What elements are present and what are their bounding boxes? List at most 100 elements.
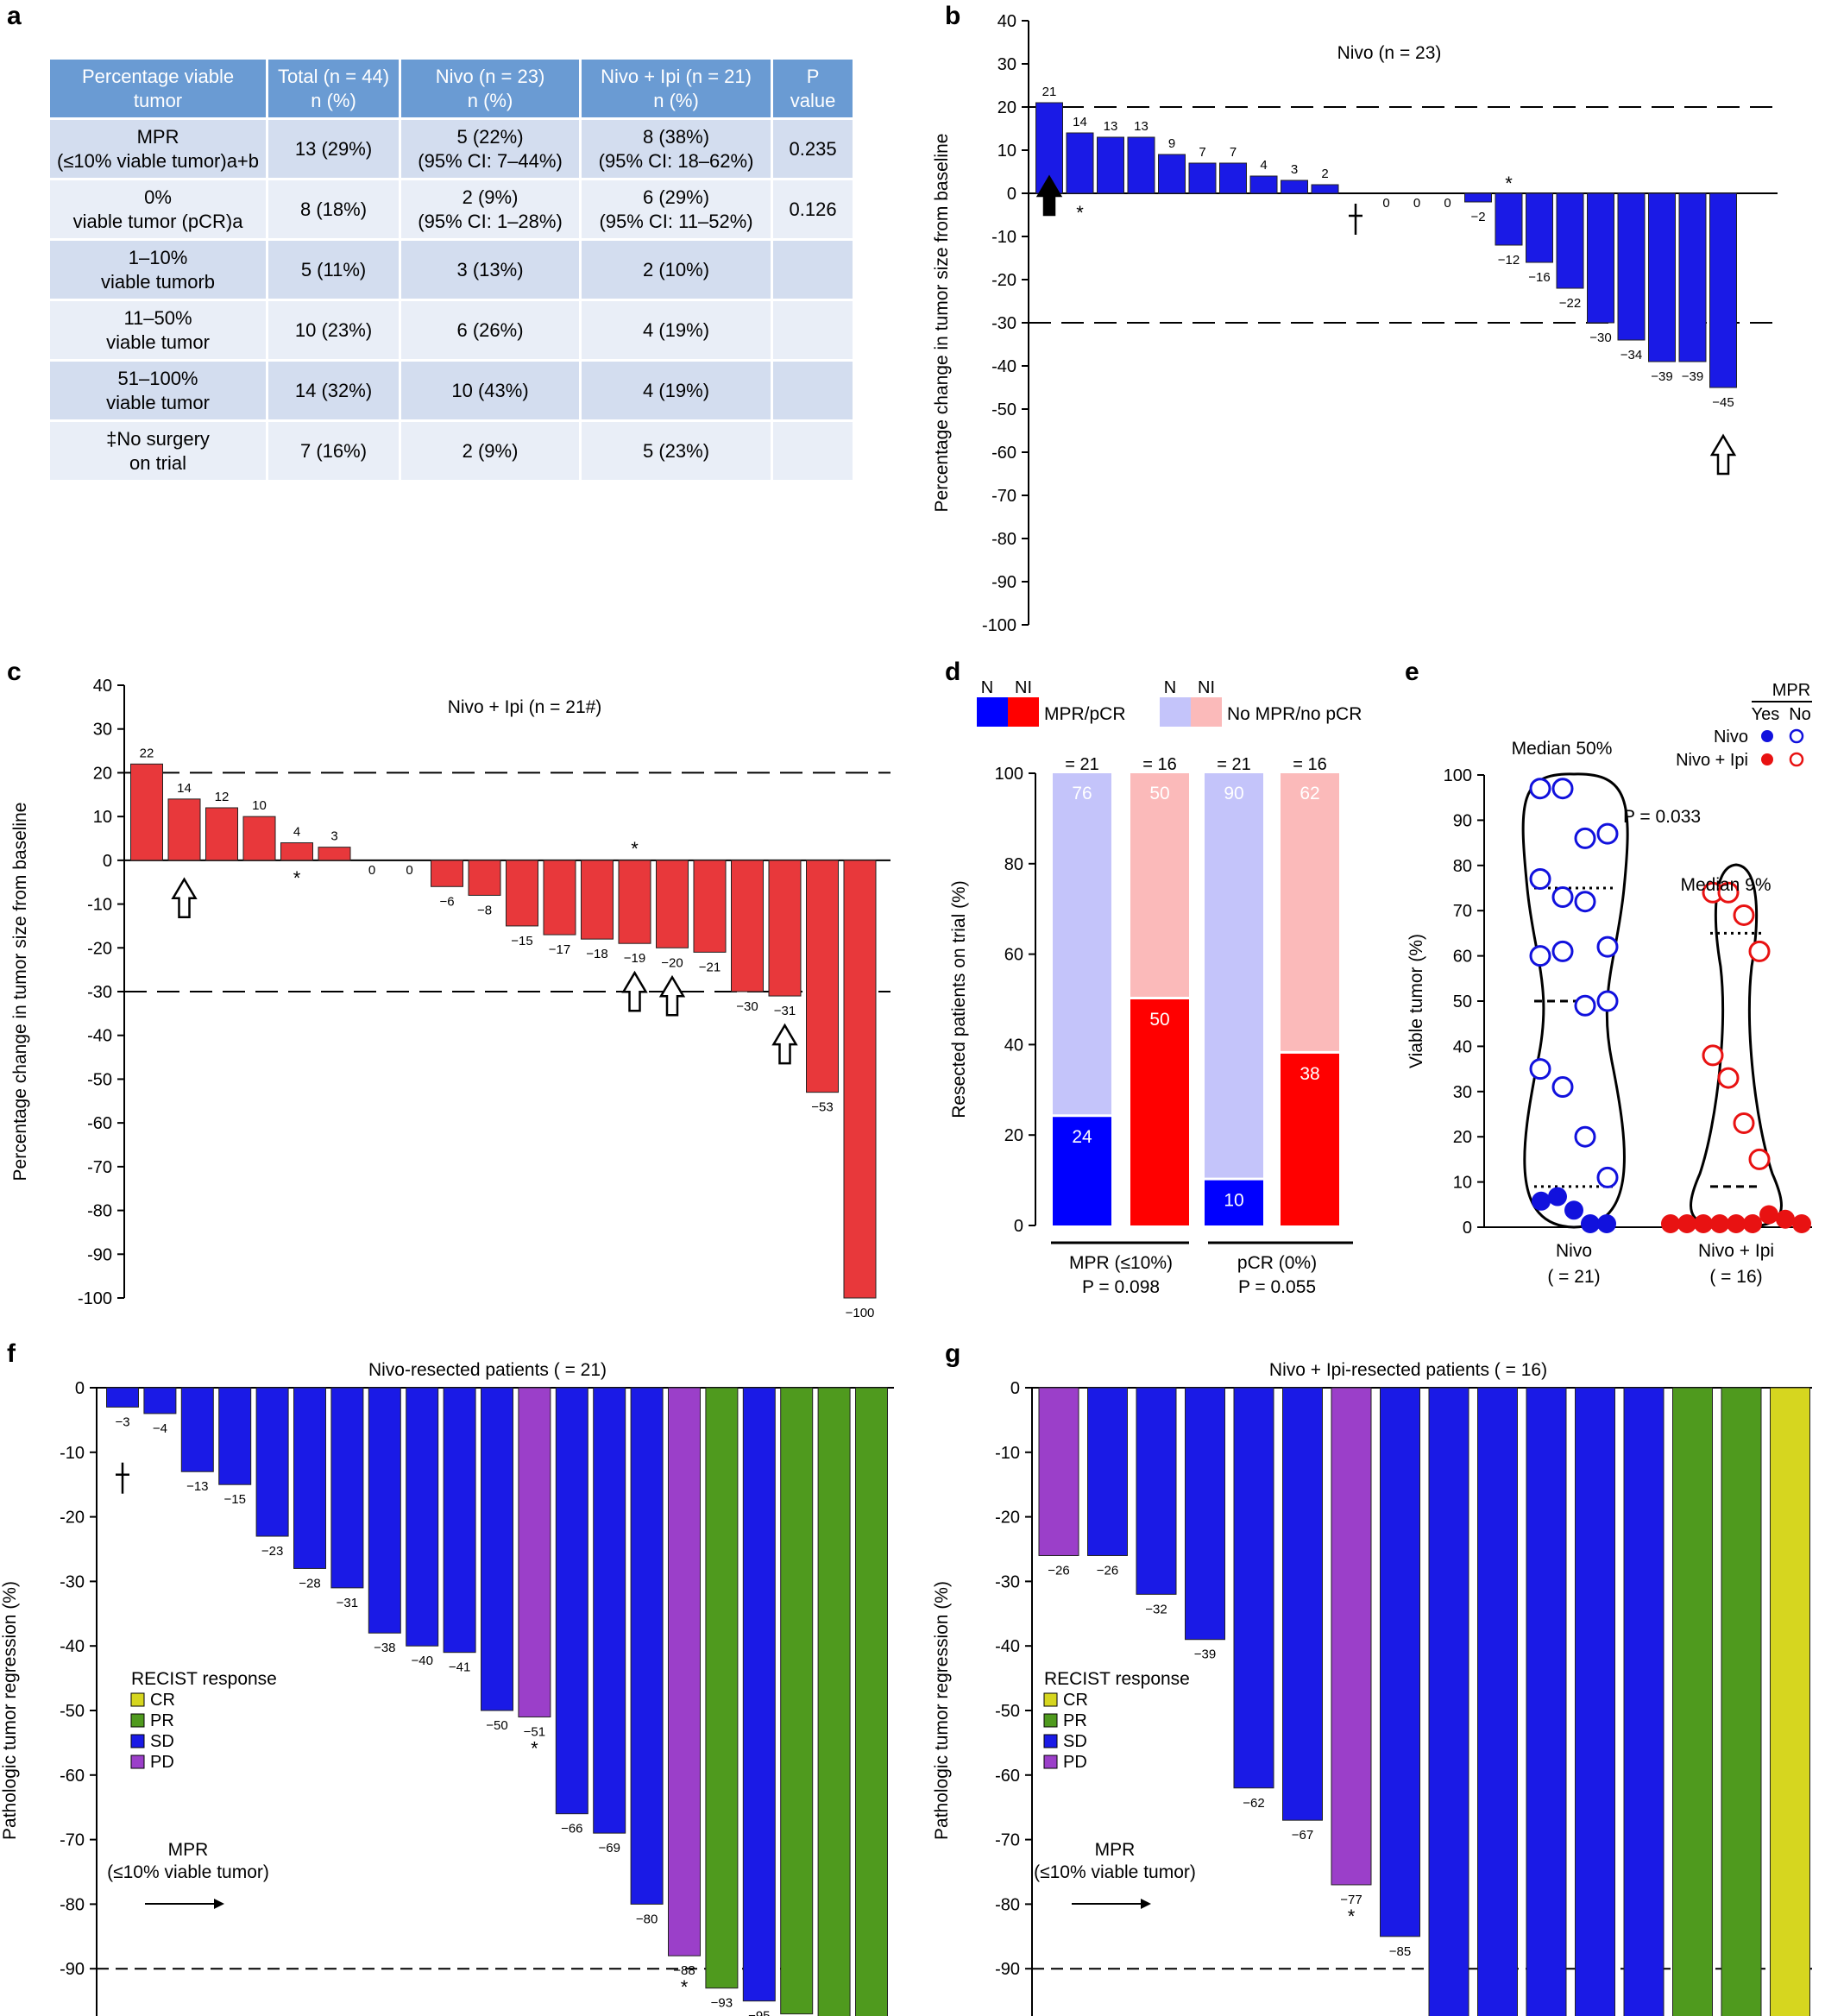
bar-value-label: 21 [1042,85,1057,99]
group-n-label: ( = 16) [1709,1267,1762,1287]
table-cell: 8 (18%) [268,180,400,238]
y-tick-label: 20 [1453,1128,1472,1147]
bar [1038,1387,1079,1556]
asterisk-marker: * [293,867,301,889]
bar-value-label: −39 [1194,1647,1216,1662]
table-header-cell: Percentage viable tumor [50,60,267,117]
bar [293,1387,326,1569]
data-point-open [1733,904,1755,926]
data-point-open [1717,881,1740,904]
bar [1623,1387,1665,2016]
bar-value-label: −67 [1292,1828,1313,1843]
legend-label: PD [150,1753,174,1772]
arrow-up-open-icon [658,974,686,1017]
legend-swatch [130,1755,145,1769]
bar [593,1387,626,1834]
group-pvalue: P = 0.098 [1082,1277,1160,1297]
y-tick-label: -50 [87,1070,112,1089]
legend-label: NI [1015,678,1032,697]
bar-value-label: −66 [561,1822,582,1836]
bar [1428,1387,1469,2016]
y-tick-label: 10 [93,808,112,827]
y-tick-label: 0 [1014,1217,1023,1236]
bar-value-label: −19 [624,951,645,966]
data-point-filled [1710,1214,1729,1233]
panel-letter-a: a [7,2,22,30]
y-tick-label: -10 [991,228,1016,247]
bar-value-label: 0 [1413,196,1420,211]
bar [630,1387,664,1905]
median-label: Median 50% [1512,739,1613,759]
bar [368,1387,401,1634]
y-tick-label: 0 [103,852,112,871]
bar [1233,1387,1274,1789]
bar [468,860,501,896]
bar [180,1387,214,1472]
y-tick-label: -70 [87,1158,112,1177]
mpr-summary-table: Percentage viable tumor Total (n = 44) n (… [47,57,855,482]
data-point-filled [1564,1200,1583,1220]
y-tick-label: -80 [995,1895,1020,1914]
bar [1158,154,1186,194]
data-point-filled [1548,1187,1567,1206]
table-cell: 6 (26%) [401,301,580,359]
legend-title: MPR [1772,681,1810,700]
table-row: 0% viable tumor (pCR)a 8 (18%) 2 (9%) (95% C… [50,180,853,238]
bar [106,1387,139,1408]
bar-value-label: −39 [1682,369,1703,384]
bar-value-label: −34 [1620,348,1642,362]
y-tick-label: 30 [93,721,112,740]
bar-value-label: −50 [486,1718,507,1733]
bar [1709,192,1737,388]
y-tick-label: 30 [997,55,1016,74]
segment-value-label: 62 [1300,784,1319,803]
bar-value-label: −21 [699,960,721,974]
mpr-label: MPR [1095,1840,1136,1860]
bar [431,860,463,887]
bar-value-label: 4 [293,825,300,840]
bar [1495,192,1523,246]
y-tick-label: -40 [87,1027,112,1046]
table-cell: 3 (13%) [401,241,580,299]
bar-value-label: 4 [1260,158,1267,173]
table-cell: 1–10% viable tumorb [50,241,267,299]
mpr-arrow-head [1141,1899,1151,1909]
bar-n-label: = 21 [1217,755,1250,774]
bar-value-label: −40 [411,1654,432,1668]
data-point-filled [1677,1214,1696,1233]
y-tick-label: -70 [991,487,1016,506]
bar [481,1387,513,1711]
bar-value-label: −53 [811,1100,833,1115]
bar-value-label: −26 [1097,1563,1118,1578]
bar-value-label: −26 [1048,1563,1069,1578]
bar [656,860,689,948]
table-cell: 13 (29%) [268,120,400,178]
legend-label: PR [150,1711,174,1730]
panel-letter-g: g [945,1339,961,1368]
bar [130,763,163,861]
bar [1311,184,1339,194]
legend-label: SD [150,1732,174,1751]
y-axis-label: Percentage change in tumor size from bas… [10,803,30,1181]
stacked-bar-segment-high [1281,773,1339,1051]
y-tick-label: -10 [60,1444,85,1463]
bar [1617,192,1646,341]
panel-letter-f: f [7,1339,16,1368]
y-axis-label: Pathologic tumor regression (%) [0,1581,20,1840]
table-cell: 2 (10%) [582,241,771,299]
data-point-filled [1694,1214,1713,1233]
y-tick-label: -80 [87,1202,112,1221]
data-point-filled [1532,1191,1551,1211]
y-tick-label: -40 [60,1637,85,1656]
y-axis-label: Pathologic tumor regression (%) [932,1581,952,1840]
y-tick-label: 80 [1004,855,1023,874]
data-point-open [1596,1166,1619,1188]
stacked-bar-segment-low [1053,1117,1111,1225]
bar [1672,1387,1713,2016]
y-tick-label: 20 [93,764,112,783]
table-row: 1–10% viable tumorb 5 (11%) 3 (13%) 2 (10%) [50,241,853,299]
bar [242,816,276,861]
segment-value-label: 50 [1149,784,1169,803]
data-point-open [1551,940,1574,962]
bar-value-label: −12 [1498,253,1520,268]
